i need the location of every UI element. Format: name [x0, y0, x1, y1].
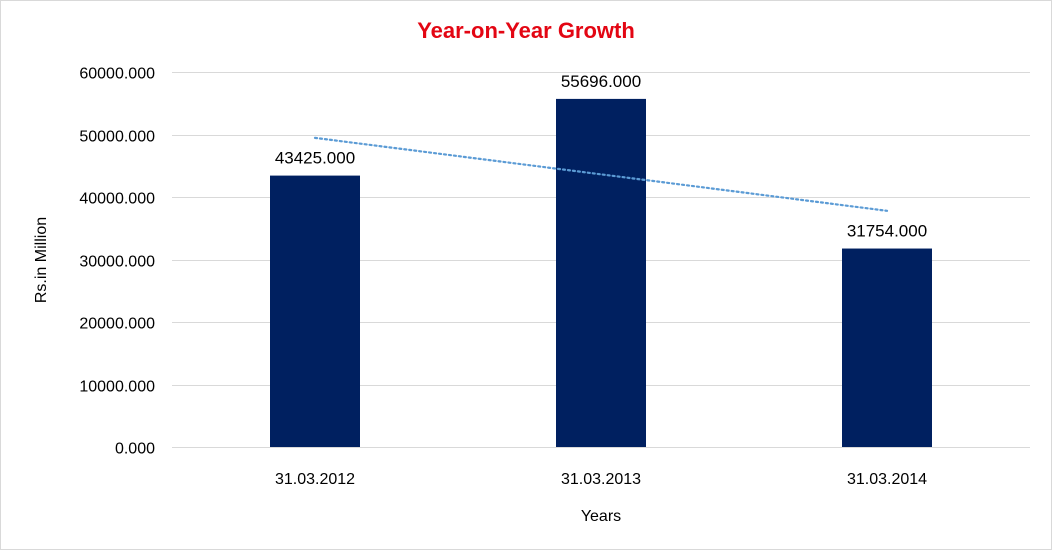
bar [842, 248, 932, 447]
trendline [313, 136, 889, 212]
y-tick-label: 60000.000 [79, 66, 155, 83]
x-tick-label: 31.03.2014 [847, 471, 927, 488]
y-tick-label: 30000.000 [79, 254, 155, 271]
trendline-layer [313, 136, 889, 212]
y-tick-label: 50000.000 [79, 129, 155, 146]
x-tick-label: 31.03.2013 [561, 471, 641, 488]
y-tick-label: 10000.000 [79, 379, 155, 396]
chart-title: Year-on-Year Growth [417, 18, 635, 43]
bar [556, 98, 646, 448]
y-tick-label: 0.000 [115, 441, 155, 458]
x-axis-ticks: 31.03.2012 31.03.2013 31.03.2014 [275, 471, 927, 488]
x-axis-title: Years [581, 508, 621, 525]
y-axis-title: Rs.in Million [33, 217, 50, 303]
data-labels: 43425.000 55696.000 31754.000 [275, 72, 927, 241]
data-label: 43425.000 [275, 149, 355, 168]
x-tick-label: 31.03.2012 [275, 471, 355, 488]
bar [270, 175, 360, 447]
y-tick-label: 40000.000 [79, 191, 155, 208]
data-label: 55696.000 [561, 72, 641, 91]
data-label: 31754.000 [847, 222, 927, 241]
y-tick-label: 20000.000 [79, 316, 155, 333]
bars [270, 98, 932, 448]
y-axis-ticks: 0.000 10000.000 20000.000 30000.000 40000.00… [79, 66, 155, 458]
